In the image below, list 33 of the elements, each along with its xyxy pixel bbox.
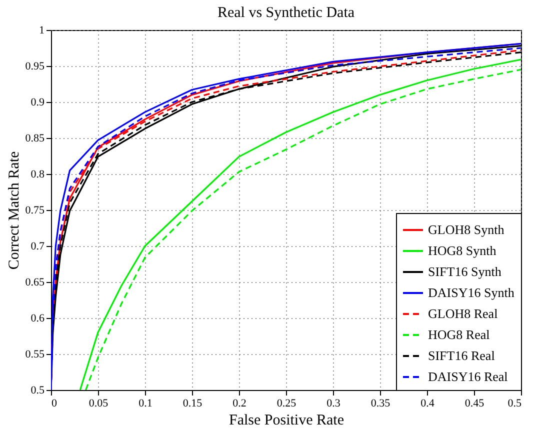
- y-tick-label: 0.5: [30, 384, 45, 396]
- y-tick-label: 0.95: [25, 60, 45, 72]
- legend-label: HOG8 Real: [428, 327, 490, 342]
- y-tick-label: 0.7: [30, 240, 45, 252]
- chart-title: Real vs Synthetic Data: [217, 5, 355, 21]
- y-tick-label: 0.75: [25, 204, 45, 216]
- x-tick-label: 0.05: [88, 398, 109, 410]
- y-tick-label: 0.6: [30, 312, 45, 324]
- y-tick-label: 0.65: [25, 276, 45, 288]
- x-tick-label: 0.3: [326, 398, 341, 410]
- y-tick-label: 1: [39, 24, 44, 36]
- legend-label: SIFT16 Real: [428, 348, 496, 363]
- x-tick-label: 0.4: [420, 398, 435, 410]
- x-tick-label: 0.35: [370, 398, 391, 410]
- legend-label: DAISY16 Synth: [428, 285, 515, 300]
- y-axis-title: Correct Match Rate: [6, 151, 22, 270]
- legend-label: GLOH8 Synth: [428, 222, 505, 237]
- x-tick-label: 0.1: [138, 398, 152, 410]
- y-tick-label: 0.8: [30, 168, 45, 180]
- legend-label: GLOH8 Real: [428, 306, 498, 321]
- y-tick-label: 0.55: [25, 348, 45, 360]
- x-axis-title: False Positive Rate: [229, 412, 344, 428]
- y-tick-label: 0.85: [25, 132, 45, 144]
- legend-label: DAISY16 Real: [428, 369, 508, 384]
- x-tick-label: 0.5: [508, 398, 522, 410]
- x-tick-label: 0.25: [276, 398, 297, 410]
- x-tick-label: 0.2: [232, 398, 246, 410]
- legend-label: SIFT16 Synth: [428, 264, 502, 279]
- x-tick-label: 0.15: [182, 398, 203, 410]
- y-tick-label: 0.9: [30, 96, 45, 108]
- legend-label: HOG8 Synth: [428, 243, 497, 258]
- x-tick-label: 0.45: [464, 398, 485, 410]
- x-tick-label: 0: [52, 398, 58, 410]
